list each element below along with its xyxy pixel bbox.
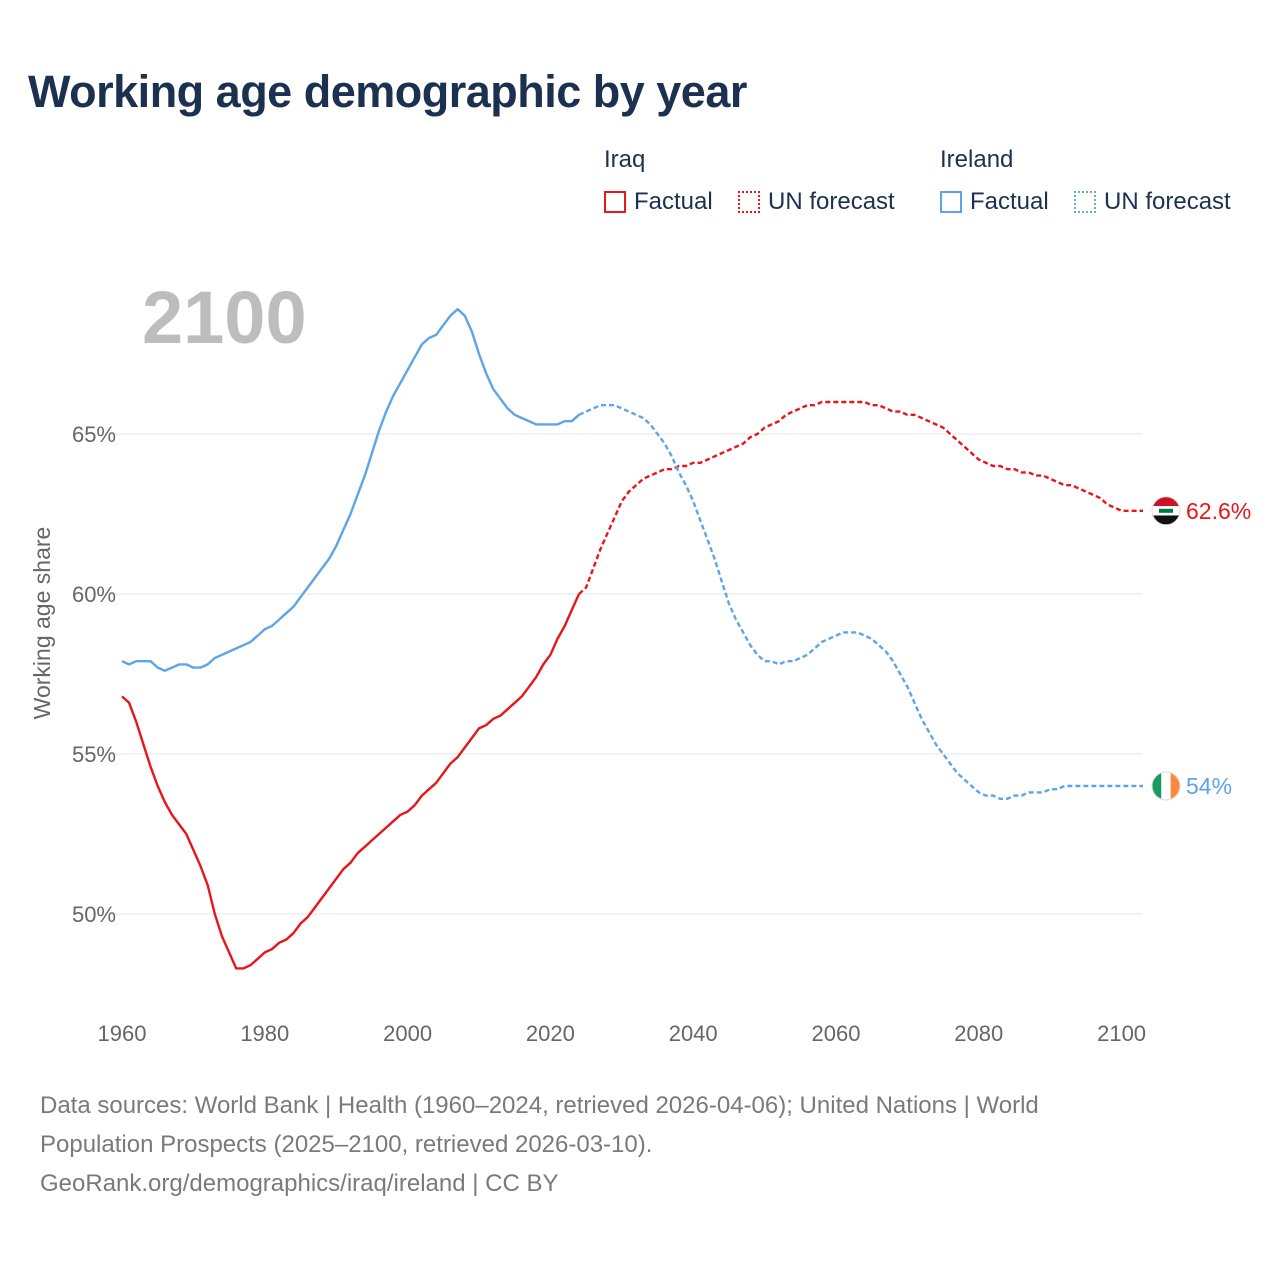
- flag-outline: [1151, 496, 1181, 526]
- ireland-end-value-label: 54%: [1186, 773, 1232, 799]
- x-tick-label: 2060: [812, 1021, 861, 1046]
- series-layer: [121, 308, 1143, 970]
- legend-item-iraq-factual[interactable]: Factual: [604, 188, 713, 216]
- ireland-factual-line[interactable]: [121, 308, 580, 672]
- x-tick-label: 2080: [954, 1021, 1003, 1046]
- legend-item-ireland-forecast[interactable]: UN forecast: [1074, 188, 1231, 216]
- x-tick-label: 1960: [98, 1021, 147, 1046]
- iraq-end-value-label: 62.6%: [1186, 498, 1251, 524]
- footer-source-line-1: Data sources: World Bank | Health (1960–…: [40, 1092, 1039, 1119]
- footer: Data sources: World Bank | Health (1960–…: [40, 1086, 1240, 1203]
- legend-swatch-solid: [940, 191, 962, 213]
- line-chart: 50% 55% 60% 65% 1960 1980 2000 2020 2040 2060 2080…: [29, 276, 1251, 1046]
- y-tick-label: 65%: [72, 422, 116, 447]
- legend-label: UN forecast: [768, 188, 895, 215]
- legend-label: Factual: [634, 188, 713, 215]
- legend-group-name-ireland: Ireland: [940, 146, 1014, 173]
- chart-title: Working age demographic by year: [28, 66, 747, 117]
- legend-swatch-solid: [604, 191, 626, 213]
- legend-group-name-iraq: Iraq: [604, 146, 646, 173]
- iraq-factual-line[interactable]: [121, 593, 581, 970]
- x-tick-label: 2000: [383, 1021, 432, 1046]
- legend-label: Factual: [970, 188, 1049, 215]
- legend-item-ireland-factual[interactable]: Factual: [940, 188, 1049, 216]
- x-tick-label: 2020: [526, 1021, 575, 1046]
- footer-credit[interactable]: GeoRank.org/demographics/iraq/ireland | …: [40, 1170, 559, 1197]
- ireland-forecast-line[interactable]: [578, 404, 1143, 800]
- x-tick-label: 1980: [240, 1021, 289, 1046]
- y-tick-label: 60%: [72, 582, 116, 607]
- iraq-forecast-line[interactable]: [578, 400, 1143, 595]
- y-tick-label: 55%: [72, 742, 116, 767]
- legend-swatch-dotted: [738, 191, 760, 213]
- legend-label: UN forecast: [1104, 188, 1231, 215]
- x-tick-label: 2040: [669, 1021, 718, 1046]
- y-axis-title: Working age share: [29, 527, 55, 720]
- x-tick-label: 2100: [1097, 1021, 1146, 1046]
- footer-source-line-2: Population Prospects (2025–2100, retriev…: [40, 1131, 653, 1158]
- iraq-flag-icon: [1152, 496, 1180, 525]
- current-year-label: 2100: [142, 276, 307, 359]
- tick-labels: 50% 55% 60% 65% 1960 1980 2000 2020 2040 2060 2080…: [72, 422, 1146, 1046]
- end-markers: 62.6% 54%: [1151, 496, 1251, 801]
- ireland-flag-icon: [1152, 772, 1180, 800]
- y-tick-label: 50%: [72, 902, 116, 927]
- legend-item-iraq-forecast[interactable]: UN forecast: [738, 188, 895, 216]
- legend-swatch-dotted: [1074, 191, 1096, 213]
- grid-layer: [112, 433, 1142, 915]
- flag-outline: [1151, 771, 1181, 801]
